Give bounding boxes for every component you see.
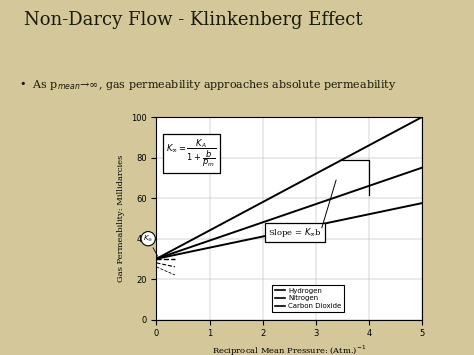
X-axis label: Reciprocal Mean Pressure: (Atm.)$^{-1}$: Reciprocal Mean Pressure: (Atm.)$^{-1}$ xyxy=(212,344,366,355)
Legend: Hydrogen, Nitrogen, Carbon Dioxide: Hydrogen, Nitrogen, Carbon Dioxide xyxy=(272,285,344,312)
Text: $K_{\infty}$: $K_{\infty}$ xyxy=(143,234,158,256)
Text: $K_{\infty} = \dfrac{K_A}{1 + \dfrac{b}{p_m}}$: $K_{\infty} = \dfrac{K_A}{1 + \dfrac{b}{… xyxy=(166,138,217,169)
Text: Slope = $K_{\infty}$b: Slope = $K_{\infty}$b xyxy=(268,226,322,239)
Text: Non-Darcy Flow - Klinkenberg Effect: Non-Darcy Flow - Klinkenberg Effect xyxy=(24,11,362,29)
Y-axis label: Gas Permeability: Millidarcies: Gas Permeability: Millidarcies xyxy=(118,155,126,282)
Text: •  As p$_{mean}$→∞, gas permeability approaches absolute permeability: • As p$_{mean}$→∞, gas permeability appr… xyxy=(19,78,397,92)
